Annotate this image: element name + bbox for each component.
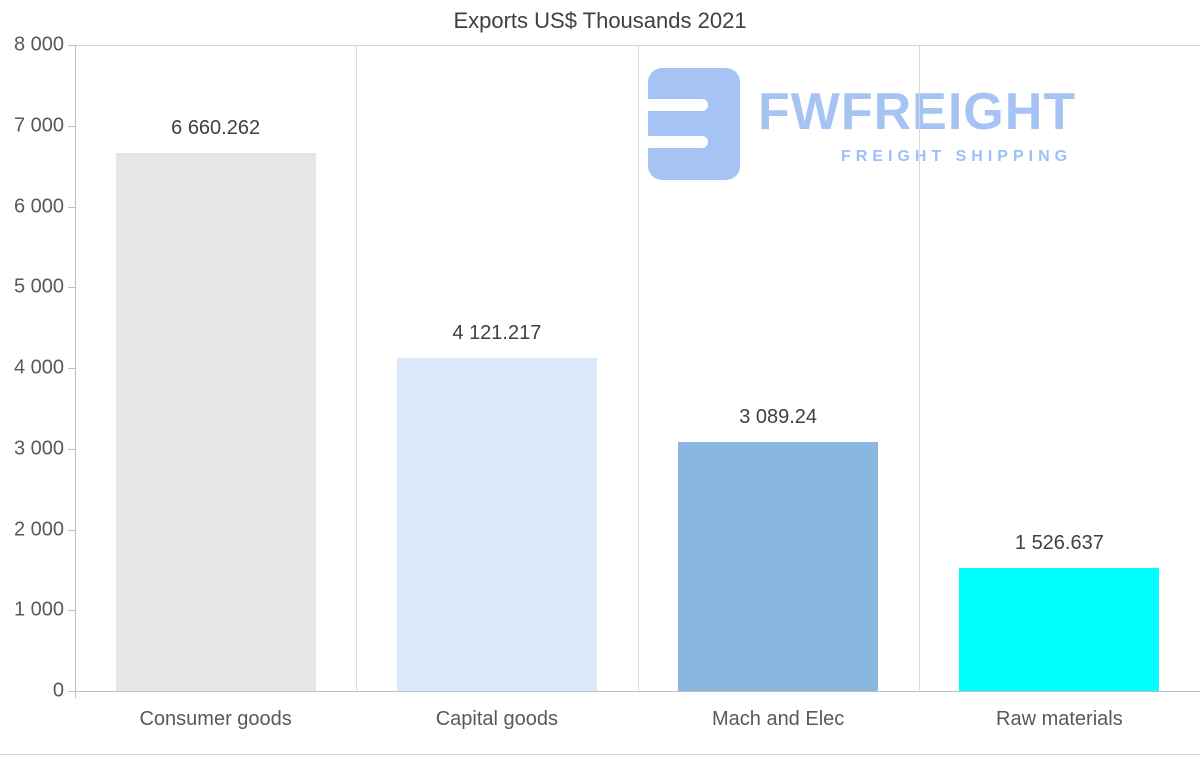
bar-value-label: 6 660.262 (171, 117, 261, 139)
x-category-label: Capital goods (435, 708, 559, 730)
chart-title: Exports US$ Thousands 2021 (453, 8, 747, 33)
bar-raw-materials (959, 568, 1159, 691)
chart-bottom-border (0, 754, 1200, 755)
y-tick-mark (68, 691, 75, 692)
bar-mach-and-elec (678, 442, 878, 691)
logo-tagline-text: FREIGHT SHIPPING (840, 148, 1073, 165)
y-tick-mark (68, 610, 75, 612)
fwfreight-logo-icon (648, 68, 740, 180)
y-tick-mark (68, 448, 75, 450)
y-tick-mark (68, 287, 75, 289)
x-category-label: Consumer goods (139, 708, 292, 730)
y-tick-mark (68, 206, 75, 208)
logo-name-text: FWFREIGHT (758, 83, 1077, 141)
bar-value-label: 1 526.637 (1014, 532, 1104, 554)
x-category-label: Raw materials (996, 708, 1123, 730)
y-tick-mark (68, 45, 75, 46)
y-axis-line (75, 45, 76, 698)
fwfreight-logo: FWFREIGHT FREIGHT SHIPPING (648, 68, 1076, 180)
bar-value-label: 3 089.24 (739, 406, 818, 428)
y-tick-label: 1 000 (13, 598, 64, 621)
y-tick-label: 3 000 (13, 437, 64, 460)
y-tick-label: 7 000 (13, 114, 64, 137)
gridline-vertical-separator (637, 45, 639, 691)
x-axis-line (75, 691, 1200, 692)
bar-consumer-goods (116, 153, 316, 691)
y-tick-mark (68, 368, 75, 369)
y-tick-label: 2 000 (13, 518, 64, 540)
gridline-vertical-separator (918, 45, 920, 691)
logo-text-column: FWFREIGHT FREIGHT SHIPPING (758, 68, 1076, 166)
y-tick-mark (68, 529, 75, 531)
bar-value-label: 4 121.217 (452, 322, 542, 344)
x-category-label: Mach and Elec (711, 708, 845, 730)
y-tick-label: 8 000 (13, 33, 64, 56)
y-tick-mark (68, 125, 75, 127)
y-tick-label: 5 000 (13, 275, 64, 298)
gridline-vertical-separator (356, 45, 358, 691)
y-tick-label: 6 000 (13, 195, 64, 217)
y-tick-label: 0 (52, 679, 64, 702)
y-tick-label: 4 000 (13, 356, 64, 379)
bar-capital-goods (397, 358, 597, 691)
